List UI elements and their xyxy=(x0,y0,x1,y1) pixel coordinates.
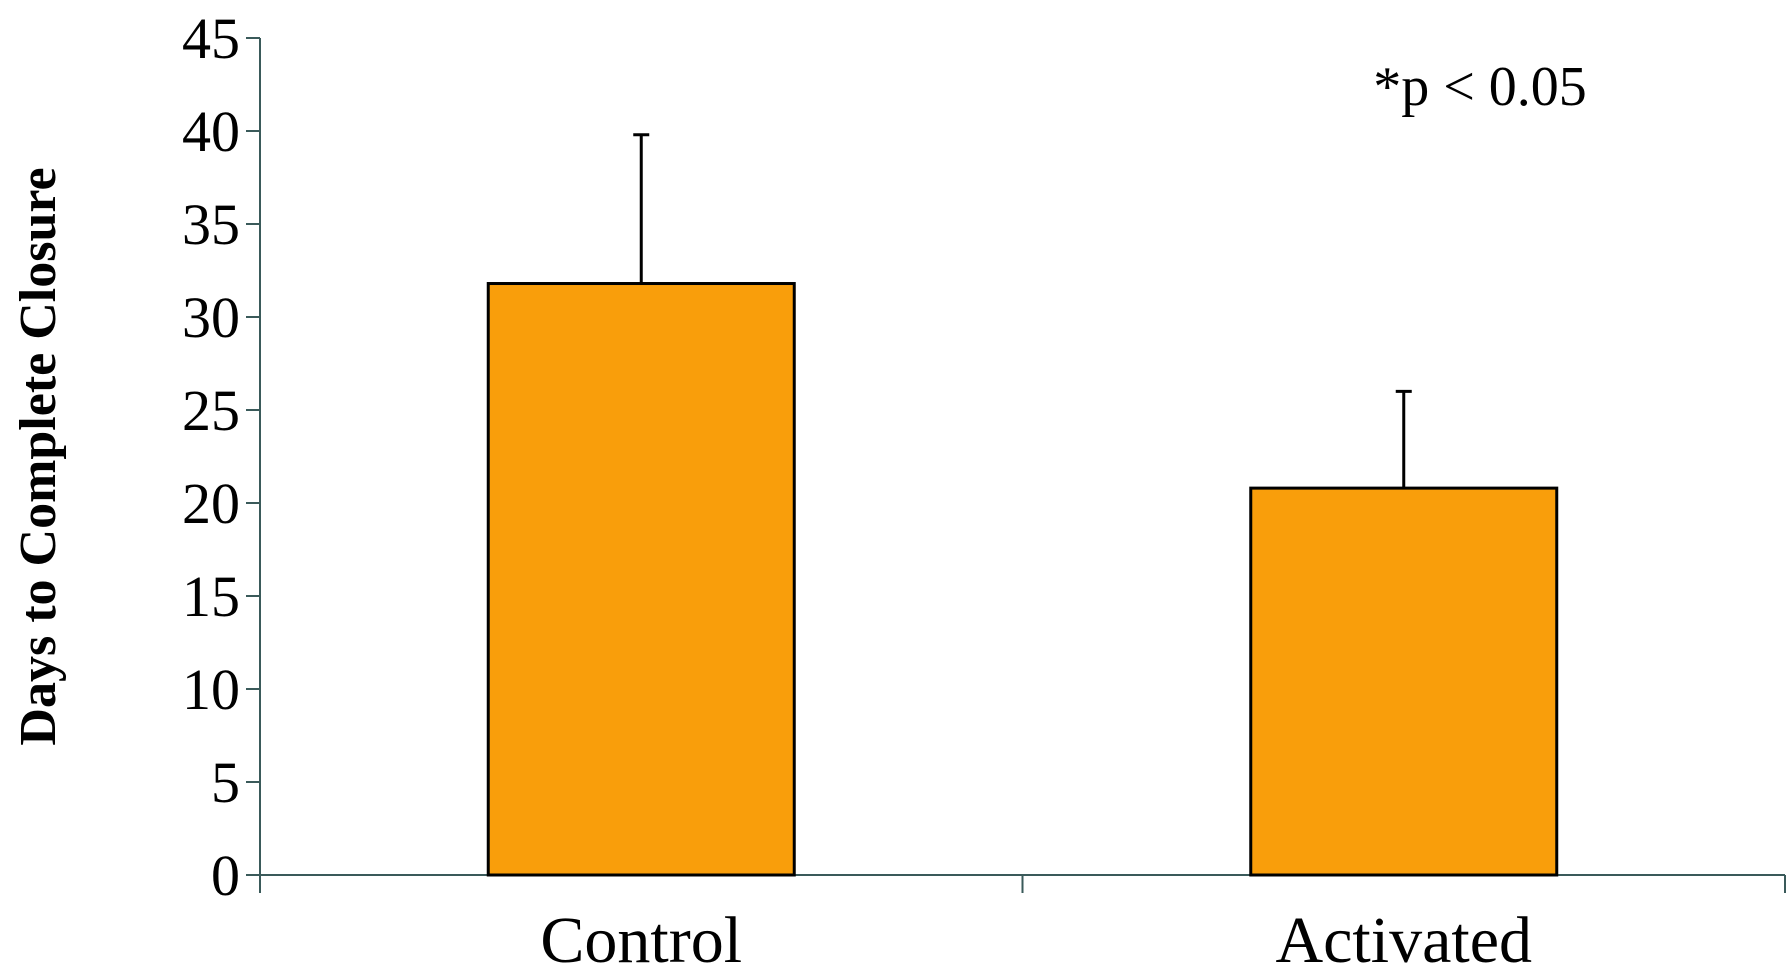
bar-activated xyxy=(1249,486,1559,877)
x-axis-labels: Control Activated xyxy=(540,904,1532,971)
bars xyxy=(486,133,1559,877)
x-category-label: Control xyxy=(540,904,742,971)
y-tick-label: 45 xyxy=(182,6,240,71)
y-tick-label: 30 xyxy=(182,285,240,350)
bar-control xyxy=(486,282,796,877)
y-tick-label: 5 xyxy=(211,750,240,815)
y-tick-label: 0 xyxy=(211,843,240,908)
y-tick-label: 10 xyxy=(182,657,240,722)
y-tick-label: 15 xyxy=(182,564,240,629)
y-axis-title: Days to Complete Closure xyxy=(10,167,67,745)
significance-annotation: *p < 0.05 xyxy=(1373,56,1587,118)
y-axis-ticks: 0 5 10 15 20 25 30 35 40 45 xyxy=(182,6,260,908)
x-category-label: Activated xyxy=(1275,904,1532,971)
y-tick-label: 20 xyxy=(182,471,240,536)
y-tick-label: 35 xyxy=(182,192,240,257)
y-tick-label: 40 xyxy=(182,99,240,164)
y-tick-label: 25 xyxy=(182,378,240,443)
y-axis-title-group: Days to Complete Closure xyxy=(10,167,67,745)
